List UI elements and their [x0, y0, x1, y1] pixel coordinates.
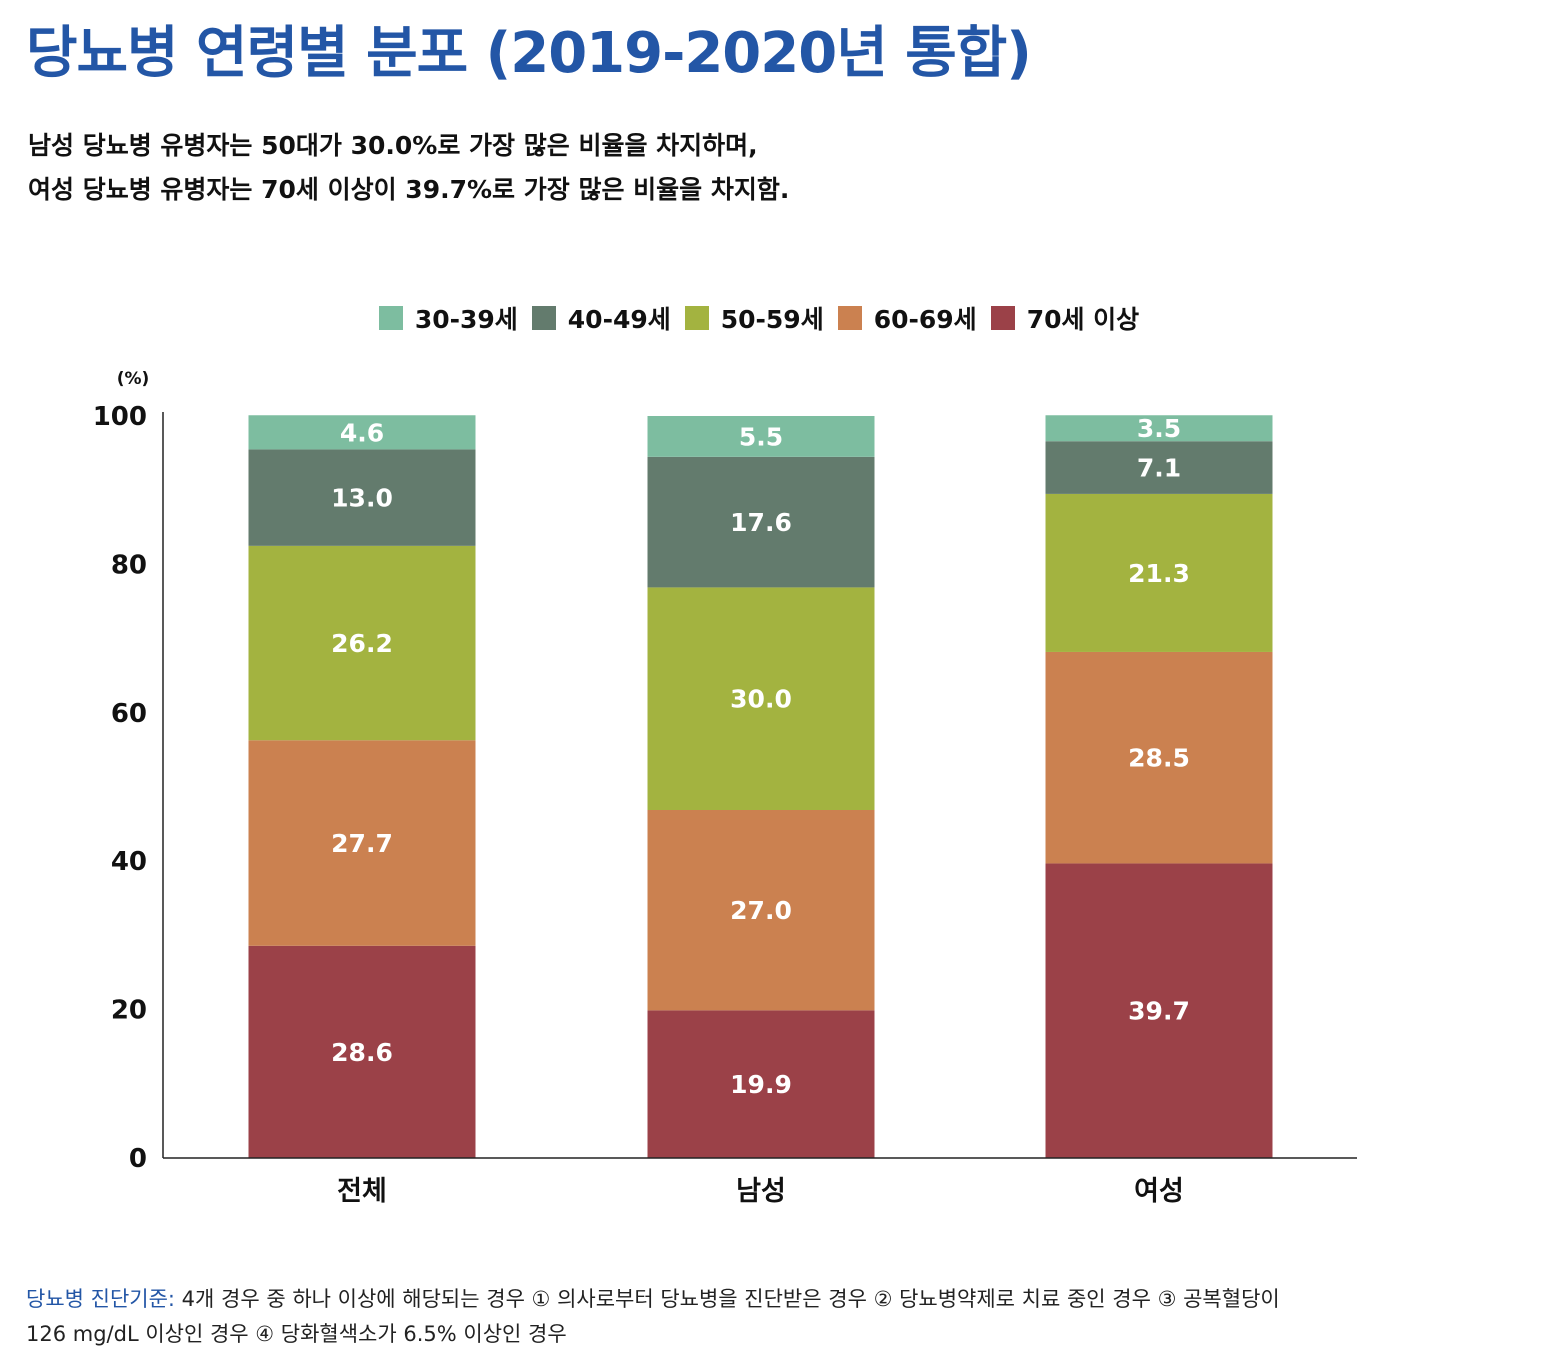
y-tick-label: 20 — [111, 996, 147, 1026]
data-label: 3.5 — [1137, 414, 1181, 443]
bar-segment — [647, 1010, 875, 1158]
bar-segment — [248, 449, 476, 546]
legend-label: 40-49세 — [567, 305, 671, 334]
y-tick-label: 100 — [93, 402, 147, 432]
y-tick-label: 80 — [111, 550, 147, 580]
data-label: 5.5 — [739, 422, 783, 451]
data-label: 4.6 — [340, 418, 384, 447]
data-label: 7.1 — [1137, 454, 1181, 483]
bar-segment — [248, 945, 476, 1158]
data-label: 27.0 — [730, 896, 792, 925]
data-label: 39.7 — [1128, 997, 1190, 1026]
bar-segment — [248, 740, 476, 946]
x-tick-label: 여성 — [1134, 1176, 1184, 1207]
legend-label: 30-39세 — [414, 305, 518, 334]
data-label: 28.6 — [331, 1038, 393, 1067]
legend-item: 70세 이상 — [990, 300, 1140, 336]
legend-item: 50-59세 — [684, 300, 824, 336]
summary-text: 남성 당뇨병 유병자는 50대가 30.0%로 가장 많은 비율을 차지하며, … — [28, 124, 789, 212]
legend-item: 60-69세 — [837, 300, 977, 336]
y-tick-label: 60 — [111, 699, 147, 729]
data-label: 17.6 — [730, 508, 792, 537]
legend-swatch — [378, 306, 403, 330]
x-tick-label: 남성 — [736, 1176, 786, 1207]
data-label: 13.0 — [331, 484, 393, 513]
bar-segment — [1045, 863, 1273, 1158]
data-label: 27.7 — [331, 829, 393, 858]
y-axis-unit: (%) — [117, 369, 150, 389]
bar-segment — [1045, 651, 1273, 864]
footnote-line-2: 126 mg/dL 이상인 경우 ④ 당화혈색소가 6.5% 이상인 경우 — [26, 1322, 567, 1346]
bar-segment — [1045, 441, 1273, 494]
footnote: 당뇨병 진단기준: 4개 경우 중 하나 이상에 해당되는 경우 ① 의사로부터… — [26, 1282, 1526, 1352]
footnote-line-1: 당뇨병 진단기준: 4개 경우 중 하나 이상에 해당되는 경우 ① 의사로부터… — [26, 1282, 1526, 1317]
legend-label: 50-59세 — [720, 305, 824, 334]
footnote-label: 당뇨병 진단기준: — [26, 1287, 175, 1311]
legend-swatch — [684, 306, 709, 330]
data-label: 30.0 — [730, 685, 792, 714]
data-label: 26.2 — [331, 629, 393, 658]
data-label: 21.3 — [1128, 559, 1190, 588]
legend-swatch — [990, 306, 1015, 330]
legend-swatch — [531, 306, 556, 330]
legend-label: 70세 이상 — [1026, 305, 1140, 334]
y-tick-label: 40 — [111, 847, 147, 877]
legend-label: 60-69세 — [873, 305, 977, 334]
bar-segment — [647, 810, 875, 1011]
summary-line-2: 여성 당뇨병 유병자는 70세 이상이 39.7%로 가장 많은 비율을 차지함… — [28, 175, 790, 204]
bar-segment — [1045, 415, 1273, 442]
legend-item: 30-39세 — [378, 300, 518, 336]
stacked-bar-chart: (%) 0 20 40 60 80 100 28.6 27.7 26.2 13.0 4.6 전체 19.9… — [93, 369, 1357, 1207]
bar-segment — [248, 415, 476, 450]
bar-segment — [647, 416, 875, 457]
legend-item: 40-49세 — [531, 300, 671, 336]
footnote-line-1-text: 4개 경우 중 하나 이상에 해당되는 경우 ① 의사로부터 당뇨병을 진단받은… — [175, 1287, 1280, 1311]
bar-segment — [1045, 493, 1273, 652]
data-label: 28.5 — [1128, 744, 1190, 773]
summary-line-1: 남성 당뇨병 유병자는 50대가 30.0%로 가장 많은 비율을 차지하며, — [28, 131, 758, 160]
chart-legend: 30-39세 40-49세 50-59세 60-69세 70세 이상 — [0, 300, 1518, 336]
bar-segment — [248, 545, 476, 741]
page-title: 당뇨병 연령별 분포 (2019-2020년 통합) — [26, 21, 1032, 86]
data-label: 19.9 — [730, 1070, 792, 1099]
bar-segment — [647, 587, 875, 811]
legend-swatch — [837, 306, 862, 330]
y-tick-label: 0 — [129, 1144, 147, 1174]
x-tick-label: 전체 — [337, 1176, 387, 1207]
bar-segment — [647, 456, 875, 588]
